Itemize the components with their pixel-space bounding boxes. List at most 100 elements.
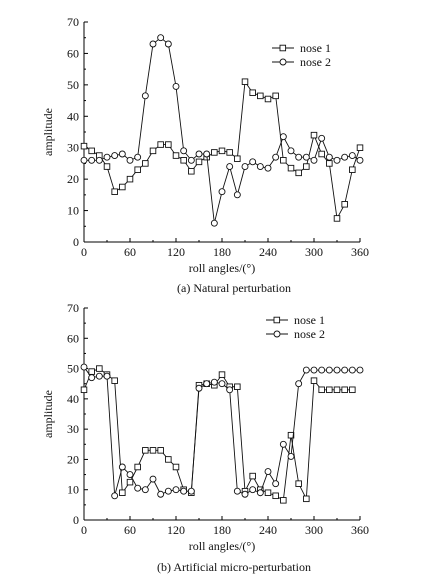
data-point [241,163,249,171]
data-point [218,371,226,378]
data-point [333,215,341,222]
data-point [326,386,333,394]
data-point [118,150,126,158]
data-point [341,386,348,394]
y-tick-label: 20 [67,452,79,466]
data-point [272,92,279,100]
x-tick-label: 60 [124,523,136,537]
y-tick-label: 0 [73,513,79,527]
x-tick-label: 240 [259,245,277,259]
data-point [272,480,280,488]
data-point [172,82,180,90]
data-point [103,372,111,380]
data-point [241,78,249,85]
data-point [333,366,341,374]
data-point [333,386,341,394]
data-point [280,157,287,164]
data-point [126,471,134,479]
legend-marker [273,330,281,338]
data-point [88,156,96,164]
x-tick-label: 120 [167,523,185,537]
data-point [157,447,164,454]
data-point [164,40,172,48]
data-point [134,153,142,161]
data-point [303,163,310,170]
data-point [157,141,164,148]
data-point [256,489,264,497]
data-point [272,492,279,500]
x-tick-label: 60 [124,245,136,259]
data-point [295,153,303,161]
data-point [318,150,325,158]
data-point [356,144,364,151]
data-point [111,188,118,195]
legend-label: nose 2 [300,55,331,69]
data-point [341,153,349,161]
data-point [80,363,88,371]
data-point [256,163,264,171]
x-tick-label: 180 [213,523,231,537]
data-point [264,164,272,172]
x-tick-label: 300 [305,523,323,537]
data-point [218,188,226,196]
data-point [287,164,295,172]
data-point [287,452,295,460]
data-point [310,131,318,139]
data-point [180,157,187,164]
data-point [88,147,95,155]
y-tick-label: 20 [67,172,79,186]
data-point [226,163,234,171]
data-point [272,153,280,161]
data-point [195,150,203,158]
data-point [318,386,325,394]
x-axis-label: roll angles/(°) [189,539,255,553]
y-tick-label: 0 [73,235,79,249]
chart-panel-1: 0 60 120 180 240 300 360 0 10 20 30 40 50 60 70 roll an… [41,15,369,295]
series-line [83,368,353,502]
data-point [356,366,364,374]
data-point [349,386,356,394]
data-point [95,372,103,380]
data-point [279,440,287,448]
data-point [180,147,188,155]
data-point [310,366,318,374]
data-point [165,141,172,148]
data-point [118,463,126,471]
x-tick-label: 0 [81,523,87,537]
data-point [341,366,349,374]
x-axis-label: roll angles/(°) [189,261,255,275]
y-tick-label: 50 [67,362,79,376]
data-point [111,377,118,384]
data-point [257,92,264,100]
data-point [264,95,272,103]
data-point [234,383,241,390]
y-tick-label: 10 [67,204,79,218]
data-point [96,365,103,372]
data-point [103,153,111,161]
data-point [134,463,141,471]
legend-marker [279,58,287,66]
data-point [249,89,256,96]
data-point [188,168,195,175]
data-point [241,490,249,498]
data-point [218,147,226,155]
data-point [348,152,356,160]
data-point [149,40,157,48]
data-point [349,166,356,173]
x-tick-label: 0 [81,245,87,259]
y-tick-label: 40 [67,392,79,406]
y-tick-label: 70 [67,15,79,29]
data-point [218,380,226,388]
data-point [310,156,318,164]
data-point [195,384,203,392]
data-point [264,489,272,496]
y-tick-label: 30 [67,141,79,155]
data-point [203,150,211,158]
data-point [172,463,180,471]
data-point [203,380,211,388]
x-tick-label: 240 [259,523,277,537]
data-point [310,377,318,384]
y-tick-label: 40 [67,109,79,123]
legend-marker [279,44,287,52]
